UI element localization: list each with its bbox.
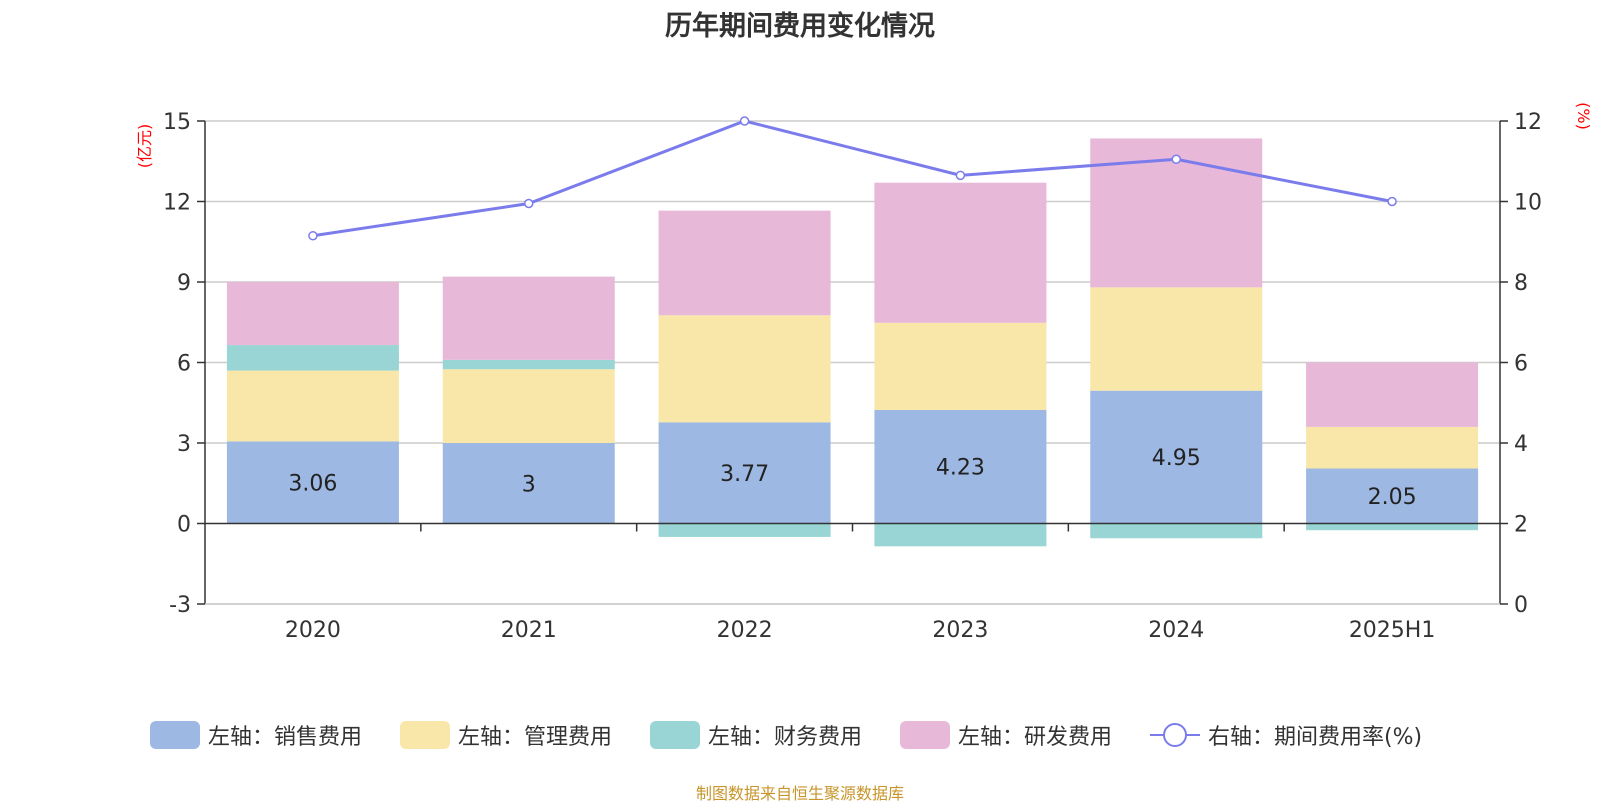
legend-swatch-rnd (900, 721, 950, 749)
left-axis-tick-label: 0 (177, 513, 191, 538)
legend-item-sales[interactable]: 左轴：销售费用 (150, 718, 362, 752)
bar-rnd (874, 182, 1047, 323)
left-axis-tick-label: 9 (177, 271, 191, 296)
bar-admin (1306, 426, 1479, 469)
x-axis-tick-label: 2025H1 (1349, 618, 1436, 643)
expense-ratio-point (739, 116, 750, 126)
bar-sales (226, 441, 399, 524)
bar-admin (658, 315, 831, 423)
expense-ratio-point (524, 198, 534, 209)
bar-data-label: 2.05 (1368, 485, 1417, 510)
source-note: 制图数据来自恒生聚源数据库 (695, 784, 904, 803)
bar-data-label: 3 (522, 472, 536, 497)
legend-label-sales: 左轴：销售费用 (208, 725, 363, 750)
legend-label-expense-ratio: 右轴：期间费用率(%) (1208, 725, 1423, 750)
bar-finance (1306, 523, 1479, 531)
x-axis-tick-label: 2023 (932, 618, 988, 643)
chart-title: 历年期间费用变化情况 (665, 11, 935, 42)
bar-admin (226, 370, 399, 442)
bar-sales (1306, 468, 1479, 524)
bar-finance (226, 345, 399, 371)
left-axis-tick-label: -3 (169, 593, 191, 618)
left-axis-tick-label: 3 (177, 432, 191, 457)
left-axis-unit: (亿元) (135, 124, 154, 169)
bar-sales (874, 409, 1047, 524)
line-marker-icon (1150, 723, 1200, 747)
expense-ratio-point (308, 230, 318, 241)
x-axis-tick-label: 2022 (717, 618, 773, 643)
right-axis-unit: (%) (1574, 102, 1593, 130)
x-axis-tick-label: 2021 (501, 618, 557, 643)
bar-data-label: 3.77 (720, 462, 769, 487)
expense-ratio-point (1387, 196, 1397, 207)
right-axis-tick-label: 10 (1514, 191, 1542, 216)
bar-data-label: 3.06 (288, 471, 337, 496)
bar-sales (658, 422, 831, 524)
right-axis-tick-label: 6 (1514, 352, 1528, 377)
expense-ratio-line (312, 119, 1393, 238)
bar-finance (874, 523, 1047, 547)
left-axis-tick-label: 15 (163, 110, 191, 135)
right-axis-tick-label: 12 (1514, 110, 1542, 135)
legend-label-finance: 左轴：财务费用 (708, 725, 863, 750)
legend-swatch-finance (650, 721, 700, 749)
legend-label-admin: 左轴：管理费用 (458, 725, 613, 750)
bar-sales (442, 443, 615, 524)
bar-rnd (442, 276, 615, 360)
bar-rnd (1306, 362, 1479, 427)
x-axis-tick-label: 2020 (285, 618, 341, 643)
legend-item-admin[interactable]: 左轴：管理费用 (400, 718, 612, 752)
chart-legend: 左轴：销售费用 左轴：管理费用 左轴：财务费用 左轴：研发费用 右轴：期间费用率… (0, 718, 1600, 752)
bar-data-label: 4.23 (936, 456, 985, 481)
expense-ratio-point (1171, 154, 1181, 164)
bar-admin (1090, 287, 1263, 391)
expense-ratio-point (955, 170, 966, 181)
bar-finance (442, 359, 615, 370)
legend-item-finance[interactable]: 左轴：财务费用 (650, 718, 862, 752)
legend-item-expense-ratio[interactable]: 右轴：期间费用率(%) (1150, 718, 1422, 752)
right-axis-tick-label: 0 (1514, 593, 1528, 618)
left-axis-tick-label: 12 (163, 191, 191, 216)
legend-swatch-admin (400, 721, 450, 749)
left-axis-tick-label: 6 (177, 352, 191, 377)
bar-data-label: 4.95 (1152, 446, 1201, 471)
bar-admin (442, 369, 615, 443)
legend-label-rnd: 左轴：研发费用 (958, 725, 1113, 750)
right-axis-tick-label: 8 (1514, 271, 1528, 296)
bar-finance (658, 523, 831, 537)
bar-rnd (658, 210, 831, 316)
bar-finance (1090, 523, 1263, 539)
right-axis-tick-label: 4 (1514, 432, 1528, 457)
legend-item-rnd[interactable]: 左轴：研发费用 (900, 718, 1112, 752)
legend-swatch-sales (150, 721, 200, 749)
bar-admin (874, 322, 1047, 410)
bar-sales (1090, 390, 1263, 524)
x-axis-tick-label: 2024 (1148, 618, 1204, 643)
right-axis-tick-label: 2 (1514, 513, 1528, 538)
bar-rnd (226, 282, 399, 346)
